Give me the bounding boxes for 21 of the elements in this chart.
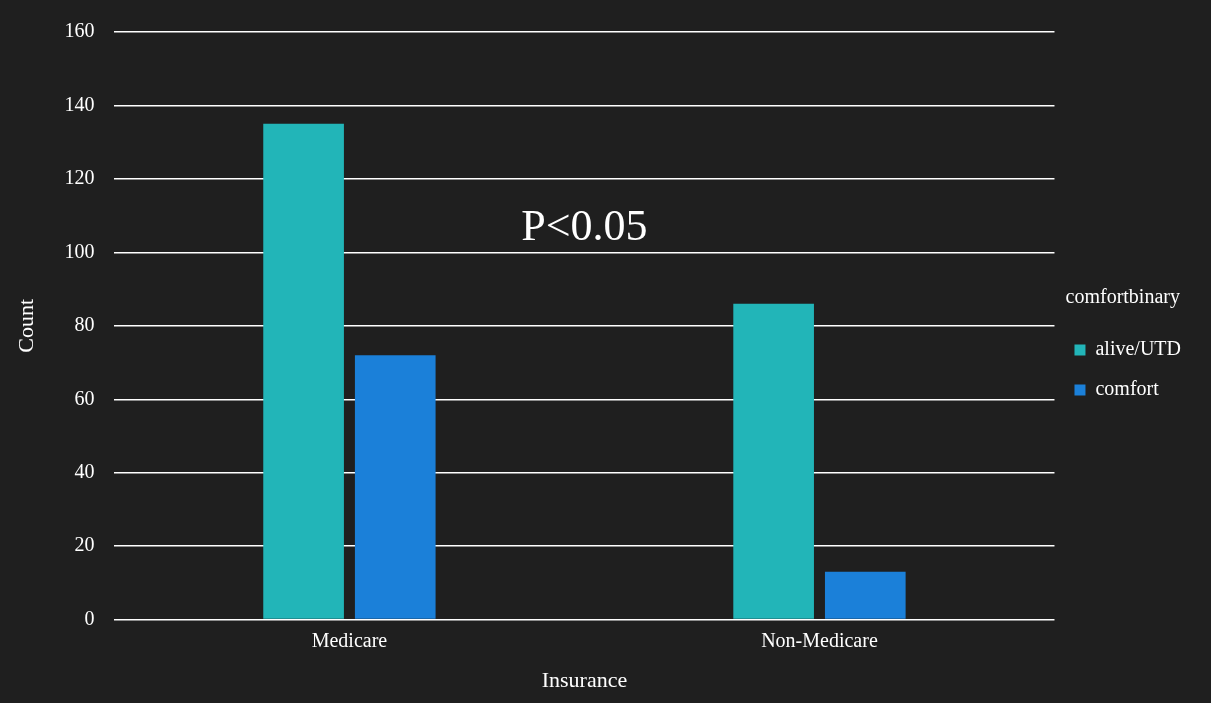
- y-tick-label: 60: [74, 386, 95, 409]
- x-tick-label: Medicare: [311, 628, 388, 651]
- bar: [733, 303, 814, 619]
- bar: [354, 355, 436, 619]
- x-axis-title: Insurance: [541, 666, 628, 692]
- bar: [263, 123, 344, 619]
- legend-label: comfort: [1095, 377, 1160, 400]
- y-tick-label: 160: [64, 19, 95, 42]
- y-tick-label: 0: [84, 606, 95, 629]
- y-tick-label: 80: [74, 313, 95, 336]
- legend-title: comfortbinary: [1065, 285, 1180, 309]
- y-tick-label: 140: [64, 92, 95, 115]
- y-axis-title: Count: [12, 298, 38, 353]
- legend-label: alive/UTD: [1095, 337, 1181, 360]
- y-tick-label: 40: [74, 459, 95, 482]
- y-tick-label: 100: [64, 239, 95, 262]
- y-tick-label: 20: [74, 533, 95, 556]
- x-tick-label: Non-Medicare: [761, 628, 878, 651]
- y-tick-label: 120: [64, 166, 95, 189]
- annotation: P<0.05: [521, 201, 648, 251]
- bar: [824, 571, 906, 619]
